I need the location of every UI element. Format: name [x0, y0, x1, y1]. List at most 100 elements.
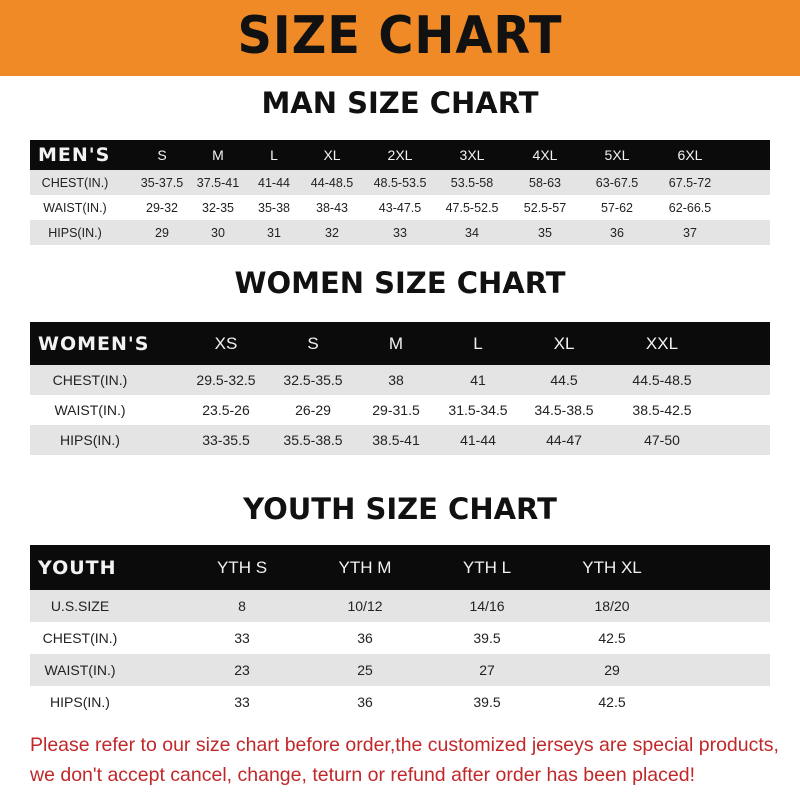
table-cell: 33-35.5: [202, 432, 250, 448]
table-cell: 27: [479, 662, 495, 678]
table-cell: 26-29: [295, 402, 331, 418]
header-row: MEN'S S M L XL 2XL 3XL 4XL 5XL 6XL: [30, 140, 770, 170]
table-cell: 44.5: [550, 372, 578, 388]
table-cell: 33: [234, 694, 250, 710]
table-row: WAIST(IN.) 29-32 32-35 35-38 38-43 43-47.5 47.…: [30, 195, 770, 220]
size-column-header: M: [388, 333, 404, 353]
size-column-header: XL: [323, 147, 341, 163]
size-column-header: S: [157, 147, 167, 163]
row-label: HIPS(IN.): [48, 225, 102, 240]
table-cell: 14/16: [469, 598, 505, 614]
row-label: HIPS(IN.): [60, 432, 120, 448]
table-cell: 35: [538, 225, 552, 240]
table-cell: 42.5: [598, 694, 626, 710]
table-row: HIPS(IN.) 33 36 39.5 42.5: [30, 686, 770, 718]
table-cell: 44-47: [546, 432, 582, 448]
size-column-header: 5XL: [604, 147, 630, 163]
table-cell: 29-31.5: [372, 402, 420, 418]
women-size-table: WOMEN'S XS S M L XL XXL CHEST(IN.) 29.5-32.5 32.5…: [30, 322, 770, 455]
table-cell: 32: [325, 225, 339, 240]
size-column-header: M: [212, 147, 224, 163]
table-cell: 38-43: [316, 200, 348, 215]
table-cell: 29: [604, 662, 620, 678]
table-cell: 63-67.5: [595, 175, 639, 190]
table-cell: 34: [465, 225, 479, 240]
table-cell: 23: [234, 662, 250, 678]
size-column-header: YTH S: [216, 557, 268, 577]
size-column-header: YTH XL: [582, 557, 642, 577]
size-column-header: S: [307, 333, 319, 353]
table-row: WAIST(IN.) 23.5-26 26-29 29-31.5 31.5-34.5 34…: [30, 395, 770, 425]
table-cell: 41-44: [460, 432, 496, 448]
table-row: HIPS(IN.) 33-35.5 35.5-38.5 38.5-41 41-44 44-…: [30, 425, 770, 455]
size-column-header: XL: [553, 333, 575, 353]
table-heading: MEN'S: [38, 144, 111, 166]
row-label: U.S.SIZE: [50, 598, 110, 614]
table-cell: 37: [683, 225, 697, 240]
table-cell: 18/20: [594, 598, 630, 614]
table-cell: 23.5-26: [202, 402, 250, 418]
table-row: CHEST(IN.) 33 36 39.5 42.5: [30, 622, 770, 654]
youth-section-title: YOUTH SIZE CHART: [243, 492, 557, 526]
size-column-header: 6XL: [677, 147, 703, 163]
table-cell: 42.5: [598, 630, 626, 646]
size-column-header: XXL: [645, 333, 679, 353]
table-cell: 41-44: [258, 175, 290, 190]
size-column-header: XS: [214, 333, 238, 353]
row-label: CHEST(IN.): [41, 175, 109, 190]
row-label: HIPS(IN.): [50, 694, 110, 710]
banner: SIZE CHART: [0, 0, 800, 76]
table-cell: 29.5-32.5: [196, 372, 256, 388]
notice-line-2: we don't accept cancel, change, teturn o…: [30, 764, 695, 786]
table-cell: 32.5-35.5: [283, 372, 343, 388]
table-cell: 34.5-38.5: [534, 402, 594, 418]
table-cell: 36: [357, 694, 373, 710]
banner-title: SIZE CHART: [237, 6, 563, 66]
table-cell: 33: [234, 630, 250, 646]
table-cell: 39.5: [473, 694, 501, 710]
table-cell: 29-32: [146, 200, 178, 215]
table-cell: 57-62: [601, 200, 633, 215]
table-cell: 29: [155, 225, 169, 240]
table-heading: YOUTH: [38, 556, 117, 579]
table-cell: 39.5: [473, 630, 501, 646]
row-label: WAIST(IN.): [54, 402, 126, 418]
row-label: CHEST(IN.): [52, 372, 128, 388]
men-size-table: MEN'S S M L XL 2XL 3XL 4XL 5XL 6XL CHEST(IN.) 35-37…: [30, 140, 770, 245]
table-cell: 37.5-41: [196, 175, 240, 190]
size-column-header: 3XL: [459, 147, 485, 163]
table-cell: 52.5-57: [523, 200, 567, 215]
table-cell: 8: [238, 598, 246, 614]
table-cell: 47-50: [644, 432, 680, 448]
row-label: CHEST(IN.): [42, 630, 118, 646]
table-cell: 31.5-34.5: [448, 402, 508, 418]
table-cell: 38.5-42.5: [632, 402, 692, 418]
table-cell: 35-38: [258, 200, 290, 215]
table-cell: 38: [388, 372, 404, 388]
table-row: HIPS(IN.) 29 30 31 32 33 34 35 36 37: [30, 220, 770, 245]
table-cell: 30: [211, 225, 225, 240]
row-label: WAIST(IN.): [44, 662, 116, 678]
table-row: CHEST(IN.) 29.5-32.5 32.5-35.5 38 41 44.5 44.5…: [30, 365, 770, 395]
women-section-title: WOMEN SIZE CHART: [234, 266, 566, 300]
table-cell: 44-48.5: [310, 175, 354, 190]
size-column-header: YTH M: [338, 557, 392, 577]
table-cell: 33: [393, 225, 407, 240]
table-cell: 58-63: [529, 175, 561, 190]
table-cell: 53.5-58: [450, 175, 494, 190]
men-section-title: MAN SIZE CHART: [261, 86, 539, 120]
header-row: YOUTH YTH S YTH M YTH L YTH XL: [30, 545, 770, 590]
size-column-header: L: [270, 147, 278, 163]
size-column-header: YTH L: [462, 557, 512, 577]
table-cell: 32-35: [202, 200, 234, 215]
header-row: WOMEN'S XS S M L XL XXL: [30, 322, 770, 365]
table-cell: 41: [470, 372, 486, 388]
table-cell: 44.5-48.5: [632, 372, 692, 388]
table-cell: 62-66.5: [668, 200, 712, 215]
table-row: WAIST(IN.) 23 25 27 29: [30, 654, 770, 686]
table-cell: 25: [357, 662, 373, 678]
table-cell: 67.5-72: [668, 175, 712, 190]
youth-size-table: YOUTH YTH S YTH M YTH L YTH XL U.S.SIZE 8 10/12…: [30, 545, 770, 718]
table-cell: 10/12: [347, 598, 383, 614]
table-cell: 47.5-52.5: [445, 200, 499, 215]
